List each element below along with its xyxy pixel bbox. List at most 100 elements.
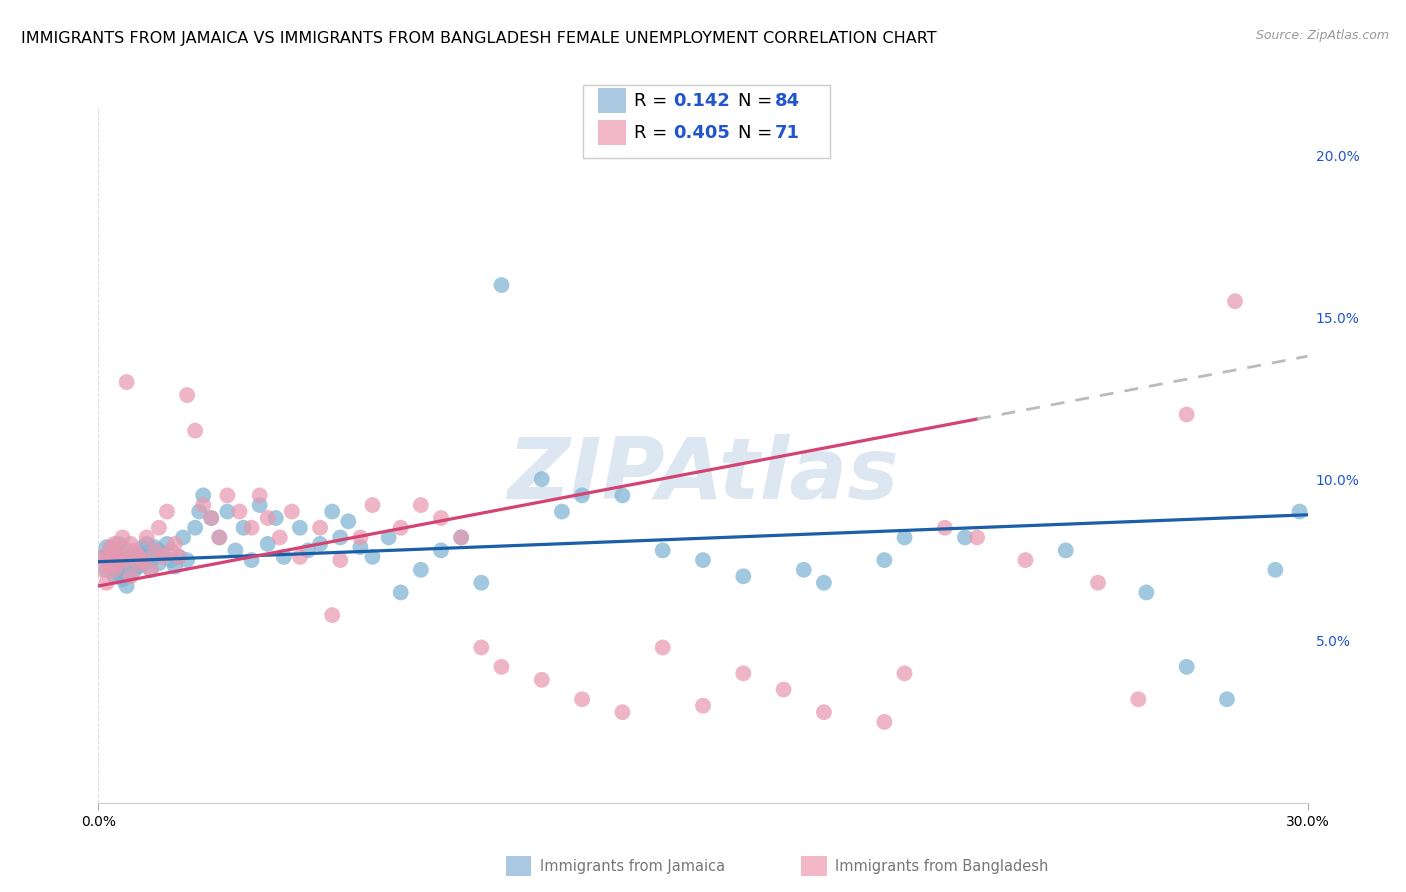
Text: 0.405: 0.405 xyxy=(673,124,730,142)
Point xyxy=(813,575,835,590)
Point xyxy=(1054,543,1077,558)
Point xyxy=(1175,408,1198,422)
Point xyxy=(103,559,125,574)
Point xyxy=(349,540,371,554)
Point xyxy=(288,521,311,535)
Point xyxy=(103,569,125,583)
Point xyxy=(188,504,211,518)
Point xyxy=(450,531,472,545)
Point xyxy=(128,547,150,561)
Point xyxy=(135,531,157,545)
Point xyxy=(107,537,129,551)
Point xyxy=(571,488,593,502)
Text: R =: R = xyxy=(634,124,673,142)
Point xyxy=(96,553,118,567)
Point xyxy=(309,537,332,551)
Point xyxy=(692,553,714,567)
Point xyxy=(193,498,215,512)
Point xyxy=(96,540,118,554)
Point xyxy=(152,549,174,564)
Point xyxy=(651,640,673,655)
Point xyxy=(143,543,166,558)
Point xyxy=(733,666,755,681)
Point xyxy=(228,504,250,518)
Text: Source: ZipAtlas.com: Source: ZipAtlas.com xyxy=(1256,29,1389,42)
Text: Immigrants from Bangladesh: Immigrants from Bangladesh xyxy=(835,859,1049,873)
Point xyxy=(111,573,134,587)
Point xyxy=(139,563,162,577)
Point xyxy=(733,569,755,583)
Point xyxy=(115,553,138,567)
Point xyxy=(934,521,956,535)
Point xyxy=(470,575,492,590)
Point xyxy=(361,549,384,564)
Point xyxy=(156,537,179,551)
Point xyxy=(893,531,915,545)
Point xyxy=(139,553,162,567)
Point xyxy=(249,498,271,512)
Point xyxy=(115,543,138,558)
Point xyxy=(128,559,150,574)
Point xyxy=(793,563,815,577)
Point xyxy=(1128,692,1150,706)
Point xyxy=(530,673,553,687)
Point xyxy=(96,575,118,590)
Point xyxy=(115,375,138,389)
Point xyxy=(651,543,673,558)
Point xyxy=(240,521,263,535)
Point xyxy=(389,585,412,599)
Point xyxy=(692,698,714,713)
Point xyxy=(1264,563,1286,577)
Point xyxy=(135,537,157,551)
Point xyxy=(430,543,453,558)
Point xyxy=(100,559,122,574)
Point xyxy=(430,511,453,525)
Point xyxy=(1288,504,1310,518)
Point xyxy=(321,504,343,518)
Point xyxy=(813,705,835,719)
Point xyxy=(111,549,134,564)
Text: R =: R = xyxy=(634,92,673,110)
Point xyxy=(491,278,513,293)
Point xyxy=(100,549,122,564)
Point xyxy=(128,549,150,564)
Point xyxy=(361,498,384,512)
Point xyxy=(128,557,150,571)
Text: ZIPAtlas: ZIPAtlas xyxy=(508,434,898,517)
Point xyxy=(217,488,239,502)
Point xyxy=(163,537,186,551)
Point xyxy=(389,521,412,535)
Point xyxy=(193,488,215,502)
Point xyxy=(256,537,278,551)
Point xyxy=(1135,585,1157,599)
Point xyxy=(107,566,129,580)
Point xyxy=(176,553,198,567)
Point xyxy=(124,563,146,577)
Point xyxy=(96,563,118,577)
Point xyxy=(160,553,183,567)
Point xyxy=(200,511,222,525)
Point xyxy=(120,566,142,580)
Point xyxy=(208,531,231,545)
Point xyxy=(91,563,114,577)
Point xyxy=(103,563,125,577)
Point xyxy=(1223,294,1246,309)
Point xyxy=(100,543,122,558)
Point xyxy=(470,640,492,655)
Point xyxy=(111,553,134,567)
Point xyxy=(120,549,142,564)
Point xyxy=(321,608,343,623)
Point xyxy=(208,531,231,545)
Text: 0.142: 0.142 xyxy=(673,92,730,110)
Point xyxy=(281,504,304,518)
Point xyxy=(148,543,170,558)
Point xyxy=(873,553,896,567)
Point xyxy=(148,521,170,535)
Point xyxy=(135,549,157,564)
Point xyxy=(115,579,138,593)
Point xyxy=(612,705,634,719)
Point xyxy=(120,537,142,551)
Point xyxy=(160,543,183,558)
Point xyxy=(409,498,432,512)
Point xyxy=(91,549,114,564)
